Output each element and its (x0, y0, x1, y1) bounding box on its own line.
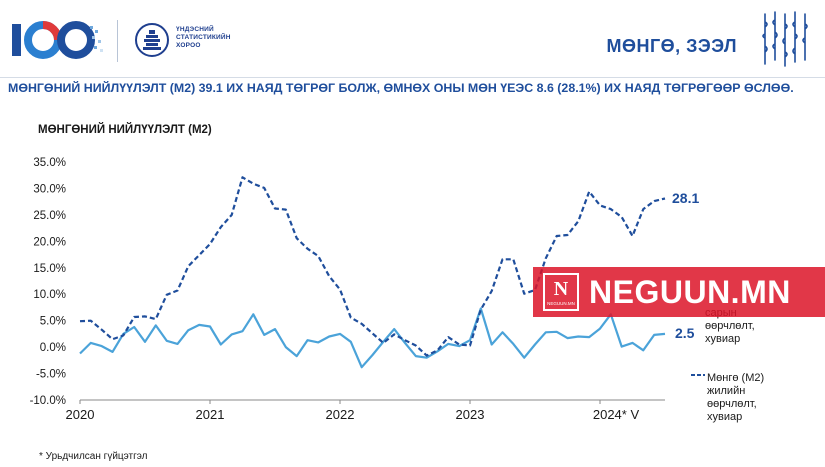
chart-title: МӨНГӨНИЙ НИЙЛҮҮЛЭЛТ (М2) (38, 124, 212, 136)
y-tick-label: 5.0% (40, 316, 66, 328)
nso-name-line-1: ҮНДЭСНИЙ (176, 26, 214, 33)
watermark-text: NEGUUN.MN (589, 274, 791, 310)
x-tick-label: 2024* V (593, 407, 640, 422)
monthly-change-line (79, 307, 666, 369)
series-layer (79, 176, 666, 369)
y-tick-label: 0.0% (40, 342, 66, 354)
x-tick-label: 2022 (326, 407, 355, 422)
watermark-logo-sub: NEGUUN.MN (547, 301, 575, 306)
legend-yoy: Мөнгө (М2) жилийн өөрчлөлт, хувиар (707, 372, 764, 424)
y-tick-label: 25.0% (33, 210, 66, 222)
legend-yoy-line-2: жилийн (707, 385, 746, 397)
y-tick-label: -5.0% (36, 369, 66, 381)
x-axis: 2020 2021 2022 2023 2024* V (66, 399, 665, 422)
watermark-logo-letter: N (553, 278, 569, 300)
x-tick-label: 2023 (456, 407, 485, 422)
y-tick-label: 10.0% (33, 289, 66, 301)
yearly-change-line (79, 176, 666, 357)
y-tick-label: 30.0% (33, 183, 66, 195)
monthly-end-label: 2.5 (675, 325, 695, 341)
headline: МӨНГӨНИЙ НИЙЛҮҮЛЭЛТ (М2) 39.1 ИХ НАЯД ТӨ… (8, 81, 794, 95)
nso-name-line-3: ХОРОО (176, 42, 201, 49)
y-tick-label: -10.0% (30, 395, 66, 407)
x-tick-label: 2020 (66, 407, 95, 422)
watermark-logo: N NEGUUN.MN (543, 273, 579, 311)
nso-name-line-2: СТАТИСТИКИЙН (176, 34, 231, 41)
watermark-banner: N NEGUUN.MN NEGUUN.MN (533, 267, 825, 317)
header-rule (0, 77, 825, 78)
legend-monthly-line-3: хувиар (705, 333, 741, 345)
legend-monthly-line-2: өөрчлөлт, (705, 320, 755, 332)
legend-yoy-line-4: хувиар (707, 411, 743, 423)
header: ҮНДЭСНИЙ СТАТИСТИКИЙН ХОРОО МӨНГӨ, ЗЭЭЛ (0, 0, 825, 78)
y-axis-labels: 35.0% 30.0% 25.0% 20.0% 15.0% 10.0% 5.0% 0.0% -5… (30, 157, 66, 407)
anniversary-100-logo (12, 21, 103, 59)
section-title: МӨНГӨ, ЗЭЭЛ (606, 36, 737, 56)
y-tick-label: 35.0% (33, 157, 66, 169)
x-tick-label: 2021 (196, 407, 225, 422)
logo-divider (117, 20, 118, 62)
footnote: * Урьдчилсан гүйцэтгэл (39, 451, 148, 462)
mongolian-script-emblem (762, 11, 808, 67)
legend-yoy-line-3: өөрчлөлт, (707, 398, 757, 410)
legend-yoy-line-1: Мөнгө (М2) (707, 372, 765, 384)
y-tick-label: 15.0% (33, 263, 66, 275)
yoy-end-label: 28.1 (672, 190, 700, 206)
y-tick-label: 20.0% (33, 236, 66, 248)
nso-name: ҮНДЭСНИЙ СТАТИСТИКИЙН ХОРОО (176, 26, 231, 50)
nso-emblem-icon (135, 23, 169, 57)
legend-yoy-swatch (691, 374, 705, 376)
